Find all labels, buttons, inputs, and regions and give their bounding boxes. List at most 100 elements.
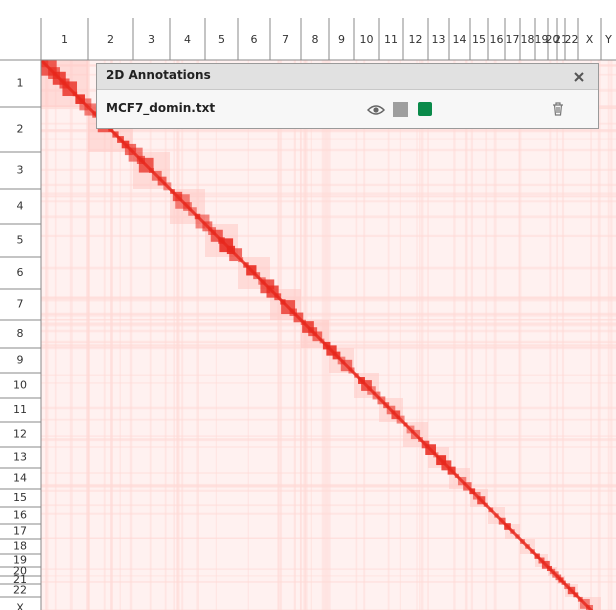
top-label: 7 bbox=[282, 33, 289, 46]
map-stripe bbox=[607, 60, 610, 610]
left-label: 7 bbox=[17, 298, 24, 311]
map-stripe bbox=[464, 60, 467, 610]
map-stripe bbox=[419, 60, 421, 610]
map-stripe bbox=[453, 60, 456, 610]
left-label: 10 bbox=[13, 379, 27, 392]
top-label: 9 bbox=[338, 33, 345, 46]
left-label: 18 bbox=[13, 540, 27, 553]
map-stripe bbox=[399, 60, 401, 610]
left-label: 15 bbox=[13, 491, 27, 504]
left-label: 21 bbox=[13, 573, 27, 586]
left-label: 3 bbox=[17, 164, 24, 177]
map-stripe bbox=[88, 60, 90, 610]
top-label: 20 bbox=[546, 33, 560, 46]
map-stripe bbox=[247, 60, 249, 610]
left-label: X bbox=[16, 602, 24, 610]
delete-button[interactable] bbox=[552, 102, 564, 116]
fill-color[interactable] bbox=[418, 102, 432, 116]
top-label: X bbox=[586, 33, 594, 46]
panel-header: 2D Annotations bbox=[97, 64, 598, 90]
left-label: 20 bbox=[13, 565, 27, 578]
map-stripe bbox=[420, 60, 424, 610]
visibility-toggle[interactable] bbox=[367, 104, 385, 116]
top-label: 10 bbox=[360, 33, 374, 46]
left-ruler bbox=[0, 0, 41, 610]
top-label: 1 bbox=[61, 33, 68, 46]
left-label: 2 bbox=[17, 123, 24, 136]
top-label: Y bbox=[604, 33, 612, 46]
map-stripe bbox=[45, 60, 49, 610]
map-stripe bbox=[278, 60, 281, 610]
map-stripe bbox=[196, 60, 199, 610]
map-stripe bbox=[173, 60, 176, 610]
left-label: 12 bbox=[13, 428, 27, 441]
map-stripe bbox=[215, 60, 217, 610]
top-label: 15 bbox=[472, 33, 486, 46]
map-stripe bbox=[493, 60, 497, 610]
left-label: 14 bbox=[13, 472, 27, 485]
map-stripe bbox=[327, 60, 331, 610]
left-label: 22 bbox=[13, 584, 27, 597]
diagonal bbox=[39, 58, 594, 610]
top-label: 4 bbox=[184, 33, 191, 46]
map-stripe bbox=[363, 60, 366, 610]
map-stripe bbox=[69, 60, 73, 610]
map-stripe bbox=[41, 512, 616, 515]
top-label: 8 bbox=[312, 33, 319, 46]
map-stripe bbox=[597, 60, 601, 610]
map-stripe bbox=[164, 60, 167, 610]
top-label: 16 bbox=[490, 33, 504, 46]
map-stripe bbox=[355, 60, 358, 610]
top-label: 19 bbox=[535, 33, 549, 46]
top-ruler bbox=[0, 0, 616, 60]
top-label: 2 bbox=[107, 33, 114, 46]
left-label: 13 bbox=[13, 451, 27, 464]
left-label: 9 bbox=[17, 354, 24, 367]
left-label: 1 bbox=[17, 77, 24, 90]
left-label: 4 bbox=[17, 200, 24, 213]
top-label: 13 bbox=[432, 33, 446, 46]
annotations-panel: 2D Annotations MCF7_domin.txt bbox=[96, 63, 599, 129]
close-button[interactable] bbox=[574, 72, 584, 82]
map-stripe bbox=[280, 60, 283, 610]
left-label: 8 bbox=[17, 327, 24, 340]
left-label: 6 bbox=[17, 266, 24, 279]
map-stripe bbox=[54, 60, 57, 610]
file-name: MCF7_domin.txt bbox=[106, 101, 216, 115]
map-stripe bbox=[293, 60, 296, 610]
map-stripe bbox=[610, 60, 613, 610]
map-stripe bbox=[277, 60, 279, 610]
map-stripe bbox=[88, 60, 90, 610]
map-stripe bbox=[149, 60, 152, 610]
left-label: 5 bbox=[17, 234, 24, 247]
map-stripe bbox=[181, 60, 184, 610]
line-color[interactable] bbox=[393, 102, 408, 117]
map-stripe bbox=[549, 60, 552, 610]
top-label: 3 bbox=[148, 33, 155, 46]
map-stripe bbox=[41, 299, 616, 302]
map-stripe bbox=[110, 60, 113, 610]
top-label: 14 bbox=[453, 33, 467, 46]
map-stripe bbox=[556, 60, 558, 610]
left-label: 19 bbox=[13, 554, 27, 567]
map-stripe bbox=[119, 60, 121, 610]
top-label: 22 bbox=[565, 33, 579, 46]
top-label: 18 bbox=[521, 33, 535, 46]
top-label: 6 bbox=[251, 33, 258, 46]
map-stripe bbox=[561, 60, 565, 610]
map-stripe bbox=[387, 60, 390, 610]
map-stripe bbox=[590, 60, 592, 610]
left-label: 17 bbox=[13, 525, 27, 538]
panel-title: 2D Annotations bbox=[106, 68, 211, 82]
map-stripe bbox=[470, 60, 474, 610]
top-label: 12 bbox=[409, 33, 423, 46]
map-stripe bbox=[465, 60, 468, 610]
top-label: 17 bbox=[506, 33, 520, 46]
top-label: 5 bbox=[218, 33, 225, 46]
annotation-row: MCF7_domin.txt bbox=[97, 90, 598, 130]
map-stripe bbox=[103, 60, 106, 610]
left-label: 16 bbox=[13, 509, 27, 522]
left-label: 11 bbox=[13, 403, 27, 416]
map-stripe bbox=[129, 60, 133, 610]
